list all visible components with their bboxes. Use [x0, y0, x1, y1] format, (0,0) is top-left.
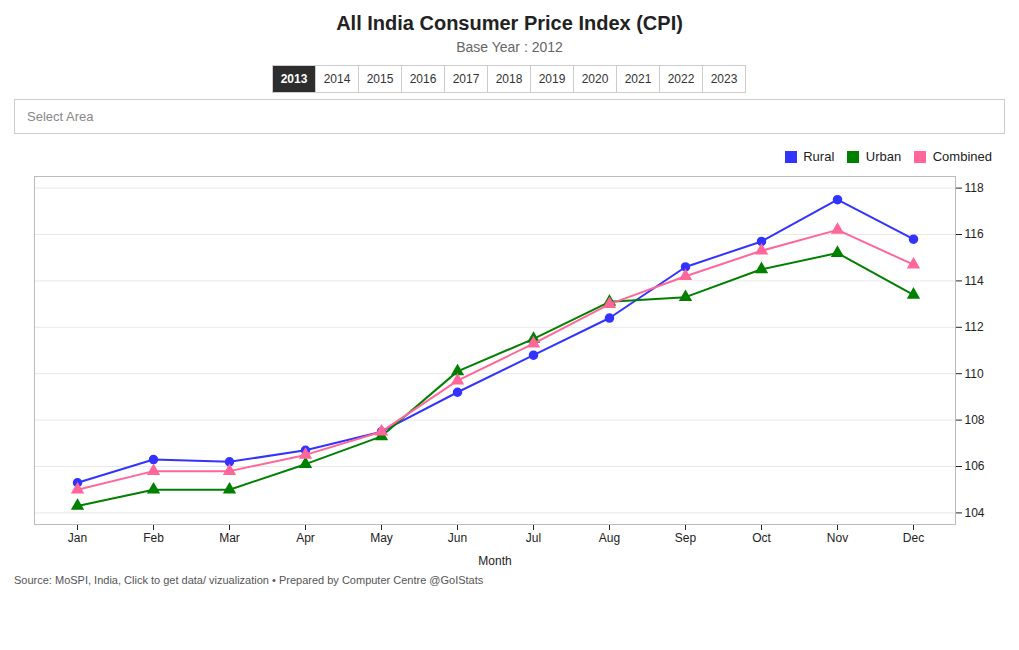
svg-text:Sep: Sep [675, 531, 697, 545]
svg-text:Nov: Nov [827, 531, 848, 545]
svg-text:114: 114 [965, 274, 984, 288]
html-text:2015: 2015 [366, 72, 394, 86]
svg-text:112: 112 [965, 320, 984, 334]
html-text:Combined: Combined [932, 149, 992, 164]
svg-text:Feb: Feb [143, 531, 164, 545]
svg-text:Jun: Jun [448, 531, 467, 545]
html-text:2014: 2014 [323, 72, 351, 86]
html-text:2013: 2013 [280, 72, 308, 86]
svg-text:Month: Month [478, 554, 511, 568]
html-text:Select Area: Select Area [27, 109, 94, 124]
svg-text:Aug: Aug [599, 531, 620, 545]
svg-text:Jan: Jan [68, 531, 87, 545]
html-text:Urban: Urban [865, 149, 902, 164]
html-text:2020: 2020 [581, 72, 609, 86]
svg-text:Oct: Oct [752, 531, 771, 545]
svg-text:110: 110 [965, 367, 984, 381]
svg-text:104: 104 [965, 506, 985, 520]
svg-text:Apr: Apr [296, 531, 315, 545]
html-text:2023: 2023 [710, 72, 738, 86]
html-text:2021: 2021 [624, 72, 652, 86]
html-text:Base Year : 2012: Base Year : 2012 [456, 39, 563, 55]
svg-text:106: 106 [965, 459, 985, 473]
svg-text:116: 116 [965, 227, 984, 241]
html-text:2017: 2017 [452, 72, 480, 86]
html-text:All India Consumer Price Index: All India Consumer Price Index (CPI) [336, 12, 683, 34]
svg-text:Dec: Dec [903, 531, 924, 545]
html-text:2018: 2018 [495, 72, 523, 86]
html-text:2022: 2022 [667, 72, 695, 86]
html-text:2016: 2016 [409, 72, 437, 86]
html-text:2019: 2019 [538, 72, 566, 86]
html-text:Rural: Rural [803, 149, 835, 164]
svg-text:May: May [370, 531, 393, 545]
svg-text:108: 108 [965, 413, 985, 427]
svg-text:118: 118 [965, 181, 984, 195]
html-text:Source: MoSPI, India, Click to: Source: MoSPI, India, Click to get data/… [14, 574, 484, 586]
svg-text:Mar: Mar [219, 531, 240, 545]
svg-text:Jul: Jul [526, 531, 541, 545]
